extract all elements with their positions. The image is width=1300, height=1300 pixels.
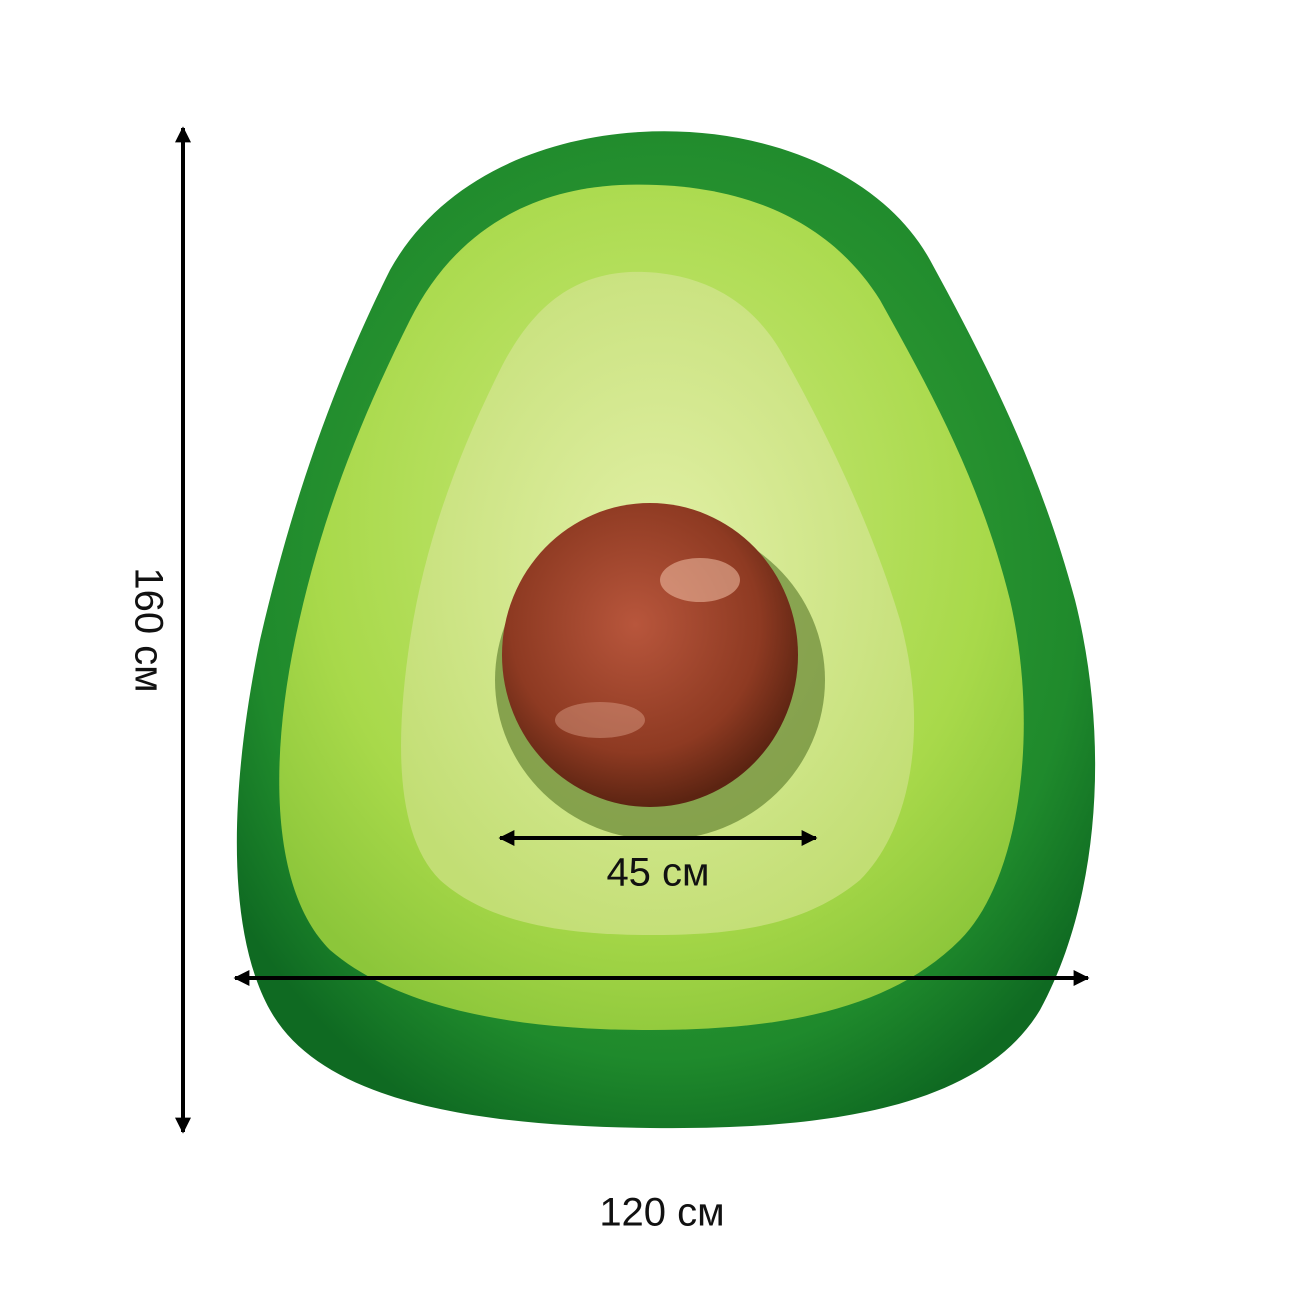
width-label: 120 см (599, 1191, 724, 1235)
pit-width-label: 45 см (606, 851, 709, 895)
avocado-pit (502, 503, 798, 807)
pit-highlight (660, 558, 740, 602)
height-label: 160 см (126, 567, 170, 692)
pit-highlight (555, 702, 645, 738)
